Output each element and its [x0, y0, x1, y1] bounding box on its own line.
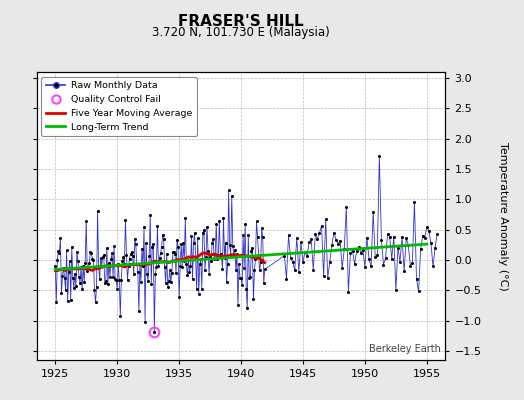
Legend: Raw Monthly Data, Quality Control Fail, Five Year Moving Average, Long-Term Tren: Raw Monthly Data, Quality Control Fail, …: [41, 77, 197, 136]
Text: 3.720 N, 101.730 E (Malaysia): 3.720 N, 101.730 E (Malaysia): [152, 26, 330, 39]
Text: Berkeley Earth: Berkeley Earth: [369, 344, 441, 354]
Y-axis label: Temperature Anomaly (°C): Temperature Anomaly (°C): [498, 142, 508, 290]
Text: FRASER'S HILL: FRASER'S HILL: [178, 14, 304, 29]
